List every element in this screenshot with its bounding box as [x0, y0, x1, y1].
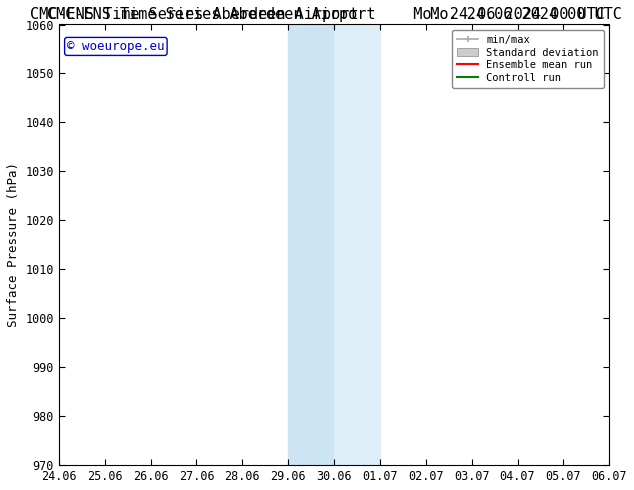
- Title: CMC-ENS Time Series Aberdeen Airport      Mo. 24.06.2024 00 UTC: CMC-ENS Time Series Aberdeen Airport Mo.…: [47, 7, 621, 22]
- Bar: [334, 24, 380, 465]
- Text: CMC-ENS Time Series Aberdeen Airport      Mo. 24.06.2024 00 UTC: CMC-ENS Time Series Aberdeen Airport Mo.…: [30, 7, 604, 23]
- Legend: min/max, Standard deviation, Ensemble mean run, Controll run: min/max, Standard deviation, Ensemble me…: [452, 30, 604, 88]
- Bar: [288, 24, 334, 465]
- Y-axis label: Surface Pressure (hPa): Surface Pressure (hPa): [7, 162, 20, 327]
- Text: © woeurope.eu: © woeurope.eu: [67, 40, 165, 53]
